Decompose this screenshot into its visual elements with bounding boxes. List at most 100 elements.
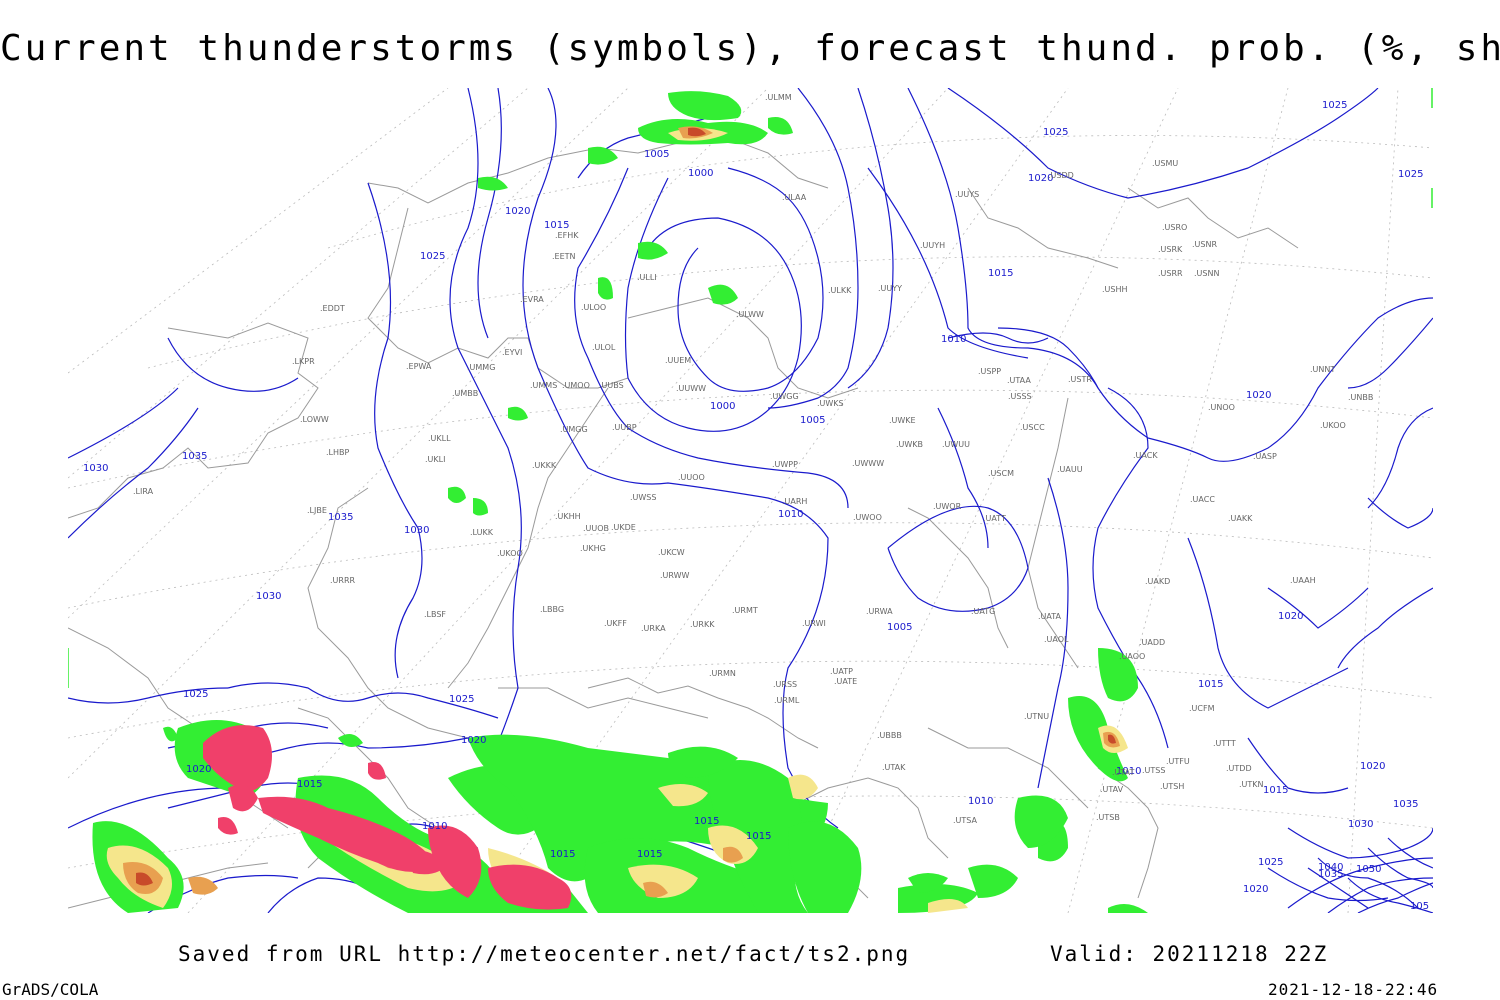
station-label: .USCC [1020, 423, 1045, 432]
software-credit: GrADS/COLA [2, 980, 99, 999]
station-label: .UTAT [1112, 768, 1135, 777]
render-timestamp: 2021-12-18-22:46 [1268, 980, 1439, 999]
station-label: .UAOO [1119, 652, 1145, 661]
isobar-label: 1020 [461, 735, 486, 746]
isobar-label: 1005 [800, 415, 825, 426]
station-label: .URSS [773, 680, 797, 689]
station-label: .UTNU [1024, 712, 1049, 721]
station-label: .USRK [1158, 245, 1183, 254]
isobar-label: 1015 [1263, 785, 1288, 796]
station-label: .LOWW [300, 415, 329, 424]
station-label: .UUYY [878, 284, 902, 293]
station-label: .USCM [988, 469, 1014, 478]
station-label: .USDD [1048, 171, 1074, 180]
station-label: .UATP [830, 667, 853, 676]
station-label: .URMT [732, 606, 758, 615]
station-label: .URWI [802, 619, 826, 628]
station-label: .EFHK [555, 231, 579, 240]
weather-map: 1025 1025 1025 1005 1000 1020 1020 1015 1025 1015… [68, 88, 1433, 913]
station-label: .UNNT [1310, 365, 1335, 374]
station-label: .USNR [1192, 240, 1217, 249]
station-label: .LUKK [470, 528, 494, 537]
isobar-label: 1025 [420, 251, 445, 262]
station-label: .UNOO [1208, 403, 1235, 412]
station-label: .UKOO [497, 549, 523, 558]
station-label: .URWW [660, 571, 690, 580]
isobar-label: 1000 [710, 401, 735, 412]
station-label: .UTSS [1142, 766, 1165, 775]
isobar-label: 1020 [1360, 761, 1385, 772]
station-label: .URMN [709, 669, 736, 678]
station-label: .USRO [1162, 223, 1187, 232]
station-label: .UKHH [555, 512, 581, 521]
station-label: .LKPR [292, 357, 315, 366]
station-label: .UWKS [817, 399, 844, 408]
station-label: .UTAV [1100, 785, 1124, 794]
station-label: .UAAH [1290, 576, 1316, 585]
isobar-label: 1025 [183, 689, 208, 700]
isobar-label: 1015 [550, 849, 575, 860]
station-label: .UWWW [852, 459, 884, 468]
isobar-label: 1020 [1246, 390, 1271, 401]
isobar-label: 1005 [644, 149, 669, 160]
isobar-label: 1050 [1356, 864, 1381, 875]
isobar-label: 1000 [688, 168, 713, 179]
station-label: .UWOO [853, 513, 882, 522]
isobar-label: 1020 [1028, 173, 1053, 184]
station-label: .LIRA [133, 487, 154, 496]
isobar-label: 1005 [887, 622, 912, 633]
station-label: .USRR [1158, 269, 1183, 278]
isobar-label: 1015 [297, 779, 322, 790]
station-label: .UAOL [1044, 635, 1069, 644]
isobar-label: 1010 [778, 509, 803, 520]
station-label: .UUYH [920, 241, 945, 250]
station-label: .EETN [552, 252, 576, 261]
station-label: .UWUU [942, 440, 970, 449]
station-label: .UMBB [452, 389, 478, 398]
station-label: .UATA [1038, 612, 1062, 621]
isobar-label: 1010 [422, 821, 447, 832]
station-label: .UUOB [583, 524, 609, 533]
isobar-label: 1035 [182, 451, 207, 462]
station-label: .UTSB [1096, 813, 1120, 822]
station-label: .LBBG [540, 605, 564, 614]
station-label: .UWGG [770, 392, 799, 401]
isobar-label: 1020 [1278, 611, 1303, 622]
station-label: .URRR [330, 576, 356, 585]
station-label: .EPWA [406, 362, 432, 371]
station-label: .UCFM [1189, 704, 1215, 713]
station-label: .ULWW [736, 310, 764, 319]
isobar-label: 1015 [988, 268, 1013, 279]
station-label: .LHBP [326, 448, 350, 457]
isobar-label: 1025 [1398, 169, 1423, 180]
station-label: .USMU [1152, 159, 1178, 168]
station-label: .UTSH [1160, 782, 1184, 791]
station-label: .UKKK [532, 461, 557, 470]
station-label: .ULMM [765, 93, 792, 102]
station-label: .UAKK [1228, 514, 1253, 523]
station-label: .UATE [834, 677, 857, 686]
station-label: .ULKK [828, 286, 852, 295]
station-label: .ULAA [782, 193, 807, 202]
station-label: .UUEM [665, 356, 691, 365]
map-frame [68, 88, 1433, 688]
isobar-label: 1030 [256, 591, 281, 602]
isobar-label: 1025 [1258, 857, 1283, 868]
station-label: .URML [774, 696, 800, 705]
station-label: .UNBB [1348, 393, 1373, 402]
isobar-label: 1015 [694, 816, 719, 827]
station-label: .UMMG [467, 363, 495, 372]
station-label: .UUWW [676, 384, 706, 393]
station-label: .UTSA [953, 816, 978, 825]
isobar-label: 1030 [83, 463, 108, 474]
isobar-label: 1035 [328, 512, 353, 523]
station-label: .URKK [690, 620, 715, 629]
station-label: .ULOL [592, 343, 616, 352]
storm-symbols [203, 725, 572, 910]
isobar-label: 1010 [941, 334, 966, 345]
isobar-label: 1035 [1393, 799, 1418, 810]
station-label: .ULLI [637, 273, 657, 282]
station-label: .UASP [1253, 452, 1277, 461]
station-label: .LJBE [307, 506, 327, 515]
station-label: .UATT [983, 514, 1006, 523]
